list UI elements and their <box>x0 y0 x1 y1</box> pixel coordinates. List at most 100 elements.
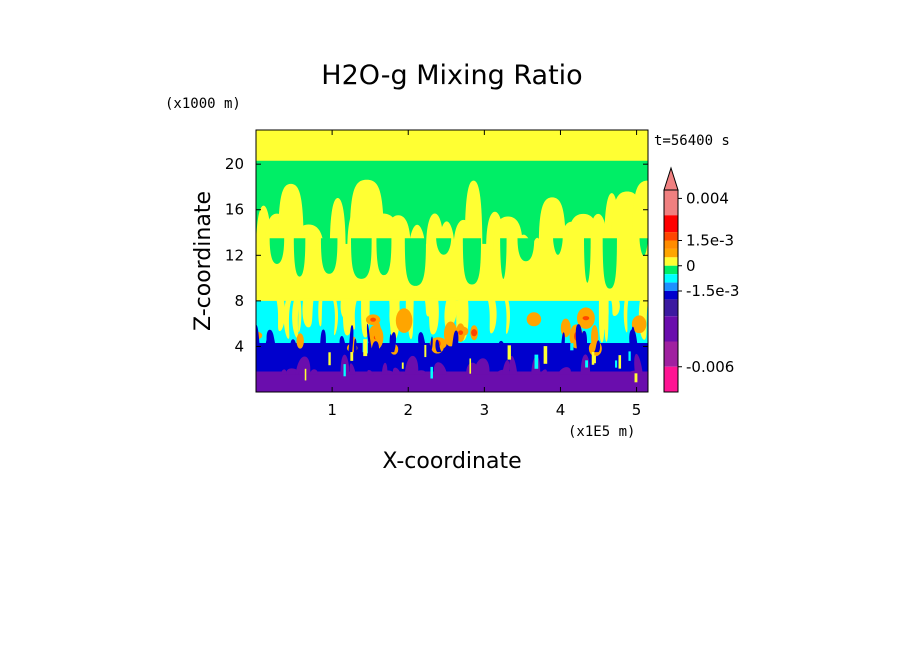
cyan-streak <box>350 352 354 361</box>
yellow-filament <box>504 299 511 334</box>
green-plume <box>602 238 617 289</box>
purple-finger <box>509 355 518 375</box>
blue-finger <box>305 351 314 357</box>
cyan-streak <box>401 362 404 369</box>
cyan-streak <box>534 354 539 369</box>
colorbar-label: 0.004 <box>686 189 729 207</box>
purple-finger <box>557 367 571 375</box>
colorbar-segment <box>664 257 678 266</box>
x-axis-label: X-coordinate <box>382 449 521 474</box>
cyan-streak <box>628 351 631 361</box>
cyan-streak <box>634 373 638 383</box>
green-plume <box>584 238 591 283</box>
green-streak <box>256 163 648 167</box>
y-tick-label: 8 <box>234 292 244 310</box>
orange-blob <box>395 308 413 333</box>
blue-finger <box>256 324 261 353</box>
x-tick-label: 2 <box>403 401 413 419</box>
yellow-filament <box>389 299 400 340</box>
blue-finger <box>538 343 542 353</box>
blue-finger <box>435 339 443 353</box>
colorbar-segment <box>664 265 678 275</box>
colorbar-segment <box>664 232 678 241</box>
colorbar-label: 1.5e-3 <box>686 232 734 250</box>
purple-finger <box>629 370 645 375</box>
blue-finger <box>631 326 638 353</box>
blue-finger <box>593 340 601 353</box>
colorbar-segment <box>664 190 678 216</box>
cyan-streak <box>594 355 596 364</box>
cyan-streak <box>615 360 618 368</box>
x-axis: 1 2 3 4 5 <box>327 130 641 419</box>
purple-finger <box>502 360 510 375</box>
plot-frame <box>255 129 649 393</box>
x-tick-label: 4 <box>556 401 566 419</box>
blue-finger <box>388 332 397 353</box>
colorbar-segment <box>664 341 678 367</box>
purple-finger <box>349 363 356 375</box>
blue-finger <box>560 332 565 353</box>
blue-finger <box>451 330 459 353</box>
colorbar-segment <box>664 282 678 291</box>
yellow-filament <box>332 299 339 336</box>
cyan-streak <box>507 345 511 360</box>
colorbar-segment <box>664 299 678 317</box>
blue-finger <box>400 349 408 356</box>
cyan-streak <box>618 355 622 369</box>
green-plume <box>500 238 507 279</box>
green-plume <box>436 238 452 255</box>
cyan-streak <box>424 344 427 358</box>
layer-purple-base <box>256 371 648 392</box>
red-core <box>471 329 478 337</box>
purple-finger <box>392 367 401 375</box>
x-scale-label: (x1E5 m) <box>568 424 635 440</box>
contour-field <box>256 130 648 392</box>
green-plume <box>553 238 563 255</box>
purple-finger <box>634 353 643 375</box>
yellow-filament <box>292 299 301 338</box>
yellow-plume <box>329 197 346 250</box>
cyan-streak <box>585 360 589 368</box>
cyan-streak <box>343 364 346 377</box>
colorbar-segment <box>664 366 678 392</box>
purple-finger <box>280 369 287 375</box>
colorbar-segment <box>664 215 678 233</box>
green-plume <box>517 238 535 262</box>
blue-finger <box>290 339 300 353</box>
blue-finger <box>339 336 348 353</box>
cyan-streak <box>469 358 472 374</box>
orange-blob <box>526 312 542 327</box>
yellow-plume <box>464 180 483 250</box>
blue-finger <box>353 338 357 353</box>
y-tick-label: 20 <box>225 155 244 173</box>
orange-blob <box>296 333 304 349</box>
cyan-streak <box>570 343 574 351</box>
purple-finger <box>310 369 319 375</box>
blue-finger <box>366 323 373 353</box>
purple-finger <box>540 369 547 375</box>
blue-finger <box>266 329 278 353</box>
colorbar-label: -0.006 <box>686 358 734 376</box>
purple-finger <box>367 370 374 375</box>
yellow-plume <box>538 197 566 250</box>
purple-finger <box>405 367 418 375</box>
x-tick-label: 5 <box>632 401 642 419</box>
yellow-plume <box>631 180 648 250</box>
yellow-filament <box>487 299 497 334</box>
green-plume <box>320 238 338 274</box>
yellow-filament <box>598 298 605 343</box>
red-core <box>458 330 464 335</box>
yellow-filament <box>340 298 352 319</box>
cyan-streak <box>430 366 433 379</box>
yellow-filament <box>302 298 314 328</box>
yellow-plume <box>385 215 411 250</box>
yellow-filament <box>623 298 629 333</box>
green-plume <box>350 238 372 279</box>
cyan-streak <box>591 351 595 365</box>
cyan-streak <box>543 346 548 364</box>
orange-blob <box>560 318 571 338</box>
blue-finger <box>370 341 380 353</box>
yellow-filament <box>276 298 286 332</box>
purple-finger <box>381 362 388 375</box>
